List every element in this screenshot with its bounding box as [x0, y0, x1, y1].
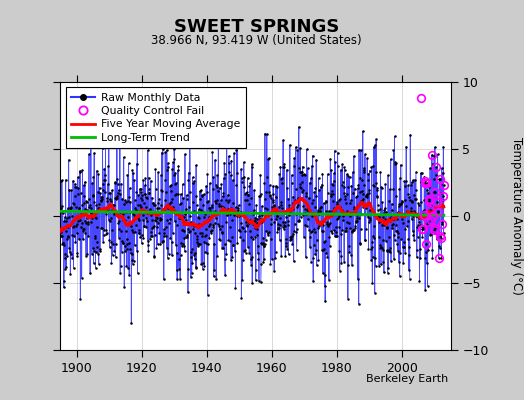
Legend: Raw Monthly Data, Quality Control Fail, Five Year Moving Average, Long-Term Tren: Raw Monthly Data, Quality Control Fail, …	[66, 88, 246, 148]
Y-axis label: Temperature Anomaly (°C): Temperature Anomaly (°C)	[510, 137, 522, 295]
Text: SWEET SPRINGS: SWEET SPRINGS	[174, 18, 340, 36]
Text: Berkeley Earth: Berkeley Earth	[366, 374, 448, 384]
Text: 38.966 N, 93.419 W (United States): 38.966 N, 93.419 W (United States)	[151, 34, 362, 47]
